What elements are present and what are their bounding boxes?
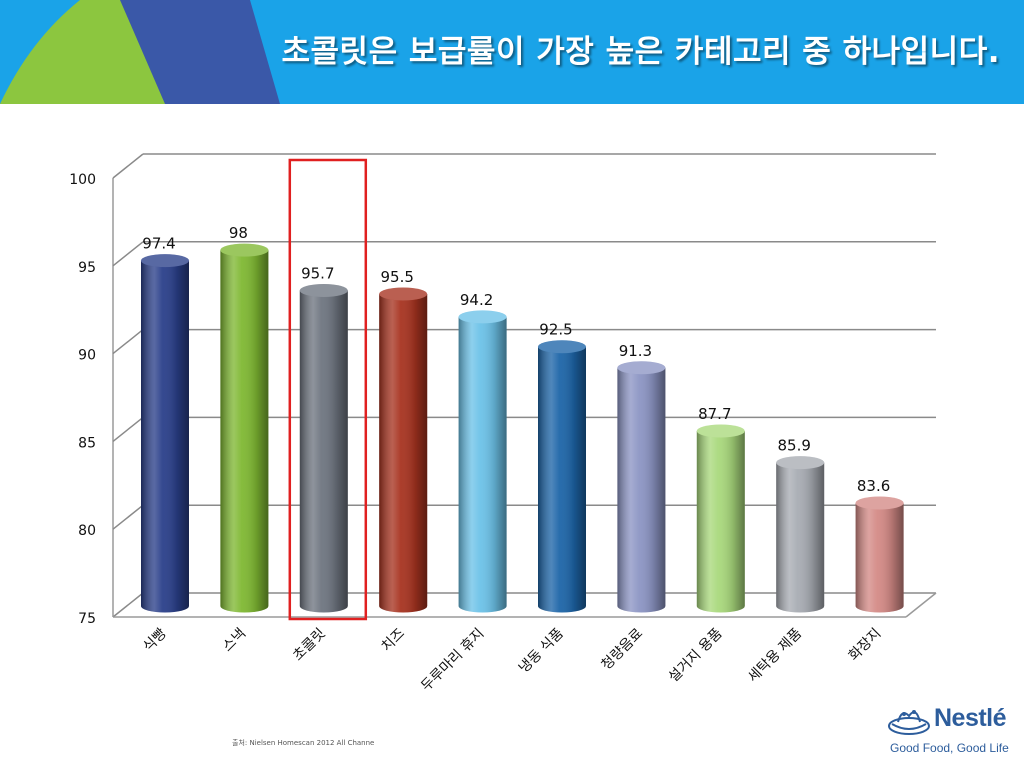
- value-label: 85.9: [777, 437, 810, 455]
- value-label: 95.7: [301, 265, 334, 283]
- bar-10: [855, 496, 904, 613]
- gridline-side: [112, 504, 144, 530]
- value-label: 92.5: [539, 321, 572, 339]
- bar-4: [379, 287, 428, 613]
- bar-9: [776, 456, 825, 613]
- category-label: 냉동 식품: [516, 625, 567, 676]
- bar-7: [617, 361, 666, 613]
- category-label: 청량음료: [598, 625, 646, 673]
- category-label: 설거지 용품: [666, 625, 726, 685]
- value-label: 95.5: [380, 268, 413, 286]
- category-label: 치즈: [378, 625, 408, 655]
- page-title: 초콜릿은 보급률이 가장 높은 카테고리 중 하나입니다.: [281, 34, 1000, 70]
- y-tick-label: 85: [78, 435, 96, 451]
- value-label: 94.2: [460, 291, 493, 309]
- header-decoration: [0, 0, 280, 104]
- bar-6: [538, 340, 586, 613]
- bar-5: [458, 310, 507, 613]
- source-note: 출처: Nielsen Homescan 2012 All Channe: [232, 739, 375, 747]
- category-label: 식빵: [140, 625, 170, 655]
- bar-1: [141, 254, 189, 613]
- value-label: 83.6: [857, 477, 890, 495]
- y-tick-label: 75: [78, 611, 96, 627]
- bar-2: [220, 243, 269, 613]
- highlight-box: [288, 158, 368, 621]
- brand-name: Nestlé: [934, 704, 1007, 732]
- gridline-side: [112, 329, 144, 355]
- y-tick-label: 95: [78, 260, 96, 276]
- brand-tagline: Good Food, Good Life: [890, 741, 1009, 755]
- y-tick-label: 90: [78, 348, 96, 364]
- value-label: 97.4: [142, 235, 175, 253]
- category-label: 두루마리 휴지: [418, 626, 487, 695]
- y-tick-label: 100: [69, 172, 96, 188]
- y-tick-label: 80: [78, 523, 96, 539]
- value-label: 87.7: [698, 405, 731, 423]
- bar-3: [299, 284, 348, 613]
- category-label: 스낵: [220, 626, 250, 656]
- value-label: 91.3: [619, 342, 652, 360]
- gridline-side: [112, 153, 144, 179]
- gridline-side: [112, 416, 144, 442]
- category-label: 초콜릿: [290, 626, 329, 665]
- bird-nest-icon: [888, 710, 930, 735]
- nestle-logo: Nestlé Good Food, Good Life: [884, 700, 1009, 760]
- gridline-side: [112, 592, 144, 618]
- category-label: 화장지: [846, 626, 885, 665]
- header-banner: 초콜릿은 보급률이 가장 높은 카테고리 중 하나입니다.: [0, 0, 1024, 104]
- bar-chart: 75 80 85 90 95 100 97.4 식빵 98 스낵 95.7 초콜릿 95.5 치즈 94.…: [69, 153, 937, 695]
- value-label: 98: [229, 224, 248, 242]
- bar-8: [696, 424, 745, 613]
- gridline-side: [112, 241, 144, 267]
- category-label: 세탁용 제품: [745, 625, 805, 685]
